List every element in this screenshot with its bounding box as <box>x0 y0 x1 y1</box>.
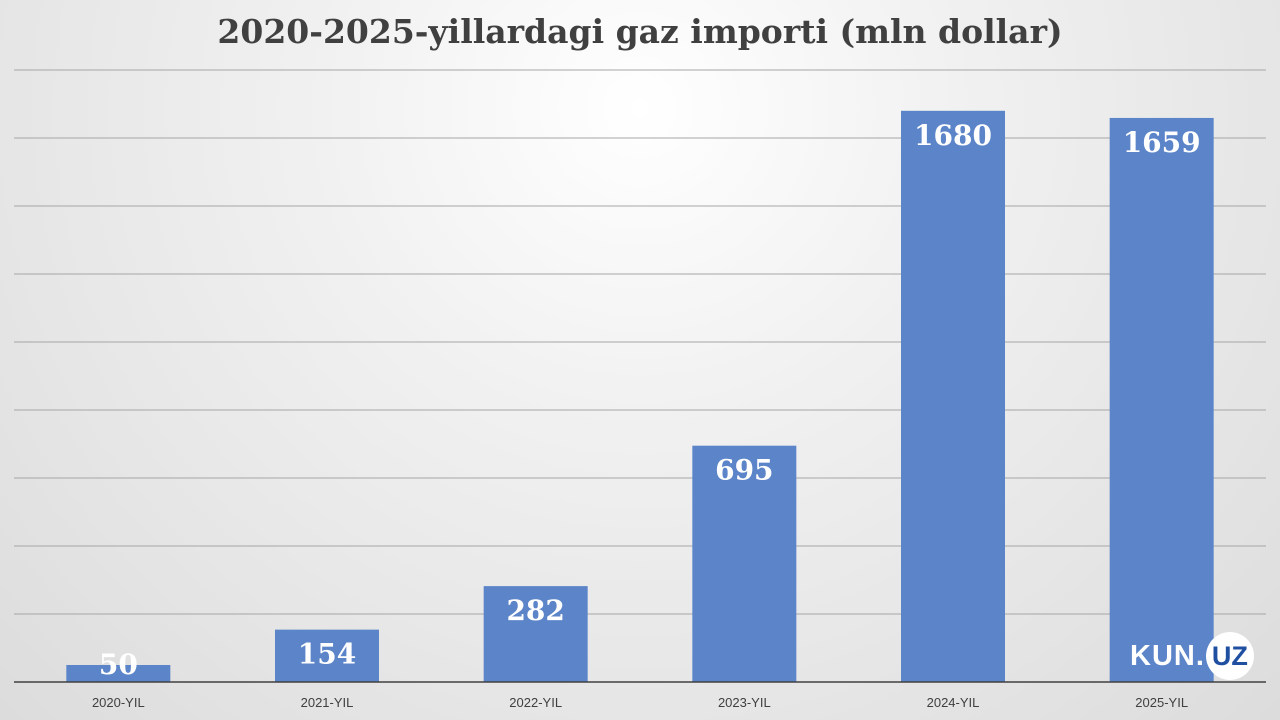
logo-text-uz: UZ <box>1211 640 1248 671</box>
chart-title: 2020-2025-yillardagi gaz importi (mln do… <box>217 12 1063 51</box>
bar-2020-yil <box>66 665 171 682</box>
x-tick-label: 2024-YIL <box>927 695 980 710</box>
bar-2021-yil <box>275 629 379 682</box>
bar-2022-yil <box>483 586 588 682</box>
data-label: 1680 <box>914 119 992 152</box>
data-label: 154 <box>298 638 356 671</box>
kun-uz-logo: KUN . UZ <box>1130 632 1254 680</box>
data-label: 1659 <box>1123 126 1201 159</box>
logo-circle: UZ <box>1205 632 1254 680</box>
data-label: 695 <box>715 454 773 487</box>
logo-text-kun: KUN <box>1130 639 1196 672</box>
x-tick-label: 2025-YIL <box>1135 695 1188 710</box>
bar-2023-yil <box>692 445 797 682</box>
x-tick-label: 2021-YIL <box>301 695 354 710</box>
bar-2025-yil <box>1109 117 1214 682</box>
logo-dot: . <box>1195 639 1204 672</box>
x-tick-label: 2022-YIL <box>509 695 562 710</box>
x-tick-label: 2020-YIL <box>92 695 145 710</box>
data-label: 282 <box>506 594 564 627</box>
x-tick-label: 2023-YIL <box>718 695 771 710</box>
data-label: 50 <box>99 648 138 681</box>
bar-2024-yil <box>901 110 1005 683</box>
